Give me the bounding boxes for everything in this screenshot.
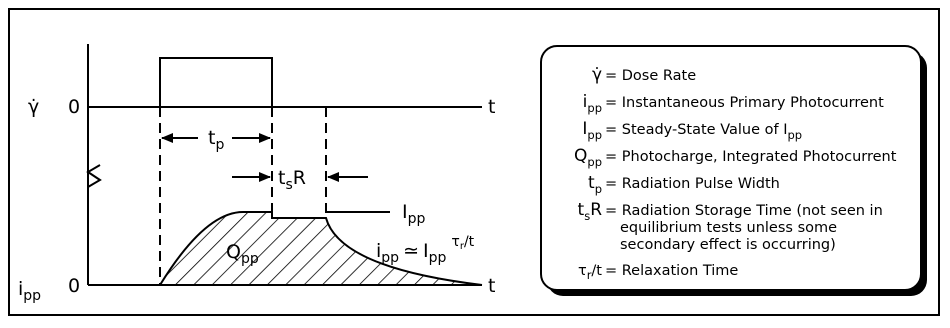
legend-symbol-tp: tp: [588, 173, 602, 196]
dose-rate-symbol: γ̇: [28, 96, 39, 118]
figure-border: [8, 8, 940, 316]
qpp-label: Qpp: [226, 241, 259, 267]
legend-symbol-qpp: Qpp: [574, 146, 602, 169]
ipp-axis-label: ipp: [18, 278, 41, 304]
top-t-label: t: [488, 96, 495, 118]
legend-definition-ipp-steady: = Steady-State Value of Ipp: [605, 122, 802, 142]
tsr-label: tsR: [278, 167, 306, 193]
legend: γ̇ = Dose Rate ipp = Instantaneous Prima…: [574, 65, 897, 282]
dose-rate-pulse: [159, 57, 273, 107]
ipp-steady-label: Ipp: [402, 201, 425, 227]
legend-definition-ipp: = Instantaneous Primary Photocurrent: [605, 95, 884, 111]
legend-symbol-relaxation: τr/t: [578, 263, 602, 282]
top-zero-label: 0: [68, 96, 80, 118]
tp-label: tp: [208, 127, 224, 153]
legend-symbol-dose-rate: γ̇: [592, 65, 602, 85]
legend-symbol-tsr: tsR: [578, 200, 603, 223]
legend-box: [540, 45, 922, 291]
legend-definition-relaxation: = Relaxation Time: [605, 263, 738, 279]
photocurrent-curve: [159, 211, 483, 286]
legend-definition-tsr: = Radiation Storage Time (not seen in: [605, 203, 883, 219]
legend-definition-tsr-line2: equilibrium tests unless some: [620, 220, 837, 236]
legend-definition-qpp: = Photocharge, Integrated Photocurrent: [605, 149, 897, 165]
bottom-t-label: t: [488, 275, 495, 297]
bottom-zero-label: 0: [68, 275, 80, 297]
axis-break-icon: [86, 164, 102, 188]
legend-definition-tp: = Radiation Pulse Width: [605, 176, 780, 192]
relaxation-equation: ipp ≃ Ippτr/t: [376, 234, 475, 266]
legend-definition-tsr-line3: secondary effect is occurring): [620, 237, 836, 253]
legend-symbol-ipp: ipp: [583, 92, 602, 115]
photocharge-area: [160, 212, 482, 285]
legend-symbol-ipp-steady: Ipp: [582, 119, 602, 142]
legend-definition-dose-rate: = Dose Rate: [605, 68, 696, 84]
